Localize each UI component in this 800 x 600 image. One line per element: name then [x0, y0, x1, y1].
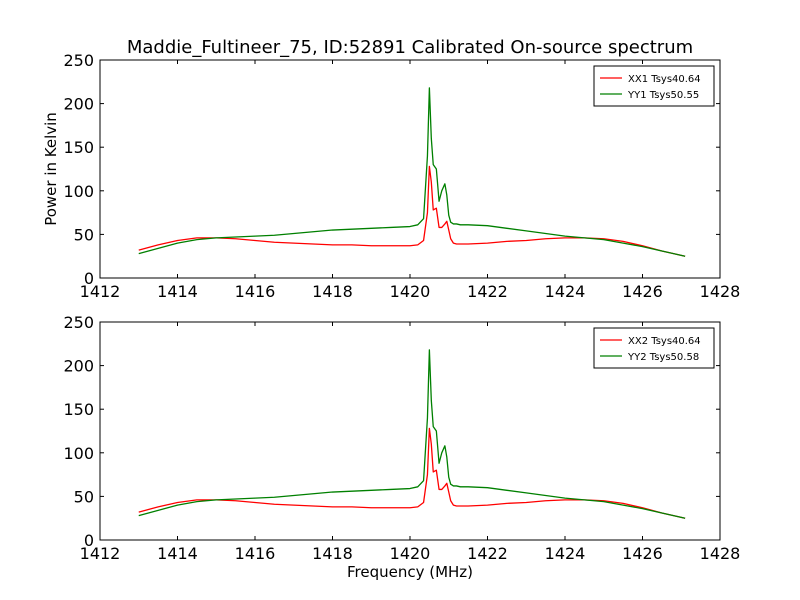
legend-2: XX2 Tsys40.64 YY2 Tsys50.58: [593, 327, 715, 369]
x-tick-label: 1428: [700, 282, 741, 301]
legend-entry: YY1 Tsys50.55: [627, 90, 699, 101]
panel-1: 1412 1414 1416 1418 1420 1422 1424 1426 1428 0 50 1…: [42, 51, 740, 301]
x-tick-label: 1416: [235, 544, 276, 563]
y-tick-label: 100: [63, 444, 94, 463]
y-tick-label: 250: [63, 313, 94, 332]
y-tick-label: 200: [63, 357, 94, 376]
x-tick-label: 1414: [157, 282, 198, 301]
figure-title: Maddie_Fultineer_75, ID:52891 Calibrated…: [127, 37, 693, 58]
x-tick-label: 1428: [700, 544, 741, 563]
x-tick-label: 1420: [390, 544, 431, 563]
y-tick-label: 150: [63, 138, 94, 157]
series-line-1-1: [138, 165, 686, 257]
y-tick-label: 200: [63, 95, 94, 114]
x-tick-label: 1418: [312, 544, 353, 563]
legend-box: [593, 65, 715, 107]
series-line-2-1: [138, 427, 686, 519]
legend-entry: XX2 Tsys40.64: [628, 336, 701, 347]
legend-entry: YY2 Tsys50.58: [627, 352, 699, 363]
x-tick-label: 1424: [545, 544, 586, 563]
legend-1: XX1 Tsys40.64 YY1 Tsys50.55: [593, 65, 715, 107]
y-tick-label: 0: [84, 531, 94, 550]
legend-box: [593, 327, 715, 369]
x-tick-label: 1426: [622, 282, 663, 301]
panel-2: 1412 1414 1416 1418 1420 1422 1424 1426 1428 0 50 1…: [63, 313, 740, 581]
x-tick-label: 1418: [312, 282, 353, 301]
x-tick-label: 1422: [467, 282, 508, 301]
x-tick-label: 1424: [545, 282, 586, 301]
x-axis-title: Frequency (MHz): [347, 563, 473, 581]
series-line-2-2: [138, 349, 686, 519]
series-line-1-2: [138, 87, 686, 257]
y-axis-title: Power in Kelvin: [42, 112, 60, 226]
y-tick-label: 0: [84, 269, 94, 288]
y-tick-label: 100: [63, 182, 94, 201]
y-tick-label: 150: [63, 400, 94, 419]
y-tick-label: 250: [63, 51, 94, 70]
x-tick-label: 1414: [157, 544, 198, 563]
x-tick-label: 1422: [467, 544, 508, 563]
x-tick-label: 1426: [622, 544, 663, 563]
x-tick-label: 1412: [80, 544, 121, 563]
x-tick-label: 1416: [235, 282, 276, 301]
y-tick-label: 50: [74, 487, 94, 506]
y-tick-label: 50: [74, 225, 94, 244]
x-tick-label: 1420: [390, 282, 431, 301]
legend-entry: XX1 Tsys40.64: [628, 74, 701, 85]
x-tick-label: 1412: [80, 282, 121, 301]
